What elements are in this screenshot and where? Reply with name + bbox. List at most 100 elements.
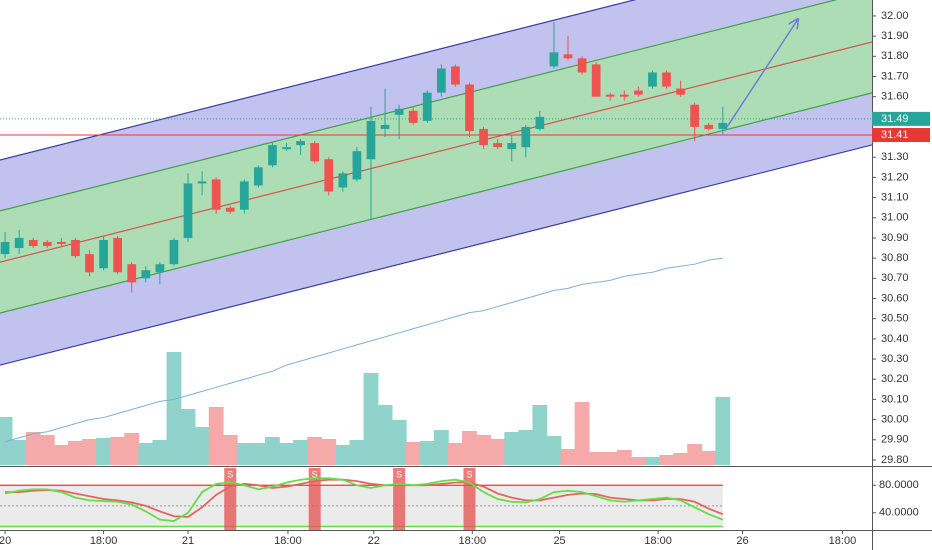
- channel-line: [0, 144, 872, 366]
- volume-bar: [53, 445, 69, 465]
- candle-body: [282, 147, 291, 150]
- stoch-tick-label: 40.0000: [879, 507, 919, 519]
- volume-bar: [208, 407, 224, 465]
- candle-body: [479, 128, 488, 146]
- y-tick-label: 30.30: [881, 353, 909, 365]
- volume-bar: [194, 427, 210, 465]
- volume-bar: [152, 440, 168, 465]
- candle-body: [648, 72, 657, 87]
- price-pane: [0, 0, 872, 465]
- volume-bar: [448, 443, 463, 465]
- stoch-d: [5, 478, 724, 518]
- candle-body: [718, 122, 728, 129]
- candle-body: [324, 159, 334, 192]
- volume-bar: [96, 438, 111, 465]
- candle-body: [225, 207, 235, 212]
- volume-bar: [11, 440, 27, 465]
- volume-bar: [419, 441, 435, 465]
- x-tick-label: 18:00: [90, 535, 118, 547]
- y-tick-label: 31.10: [881, 191, 909, 203]
- volume-bar: [433, 430, 449, 465]
- volume-bar: [462, 431, 477, 465]
- volume-bar: [560, 449, 576, 465]
- candle-body: [296, 141, 305, 146]
- candle-body: [704, 124, 714, 129]
- signal-label: S: [227, 469, 233, 479]
- volume-bar: [110, 437, 126, 465]
- candle-body: [577, 58, 587, 73]
- y-tick-label: 30.50: [881, 313, 909, 325]
- volume-bar: [588, 452, 604, 465]
- x-tick-label: 18:00: [274, 535, 302, 547]
- y-tick-label: 30.00: [881, 413, 909, 425]
- candle-body: [507, 143, 517, 150]
- candle-body: [535, 116, 545, 129]
- channel-line: [0, 0, 838, 212]
- volume-bar: [546, 436, 562, 465]
- signal-label: S: [396, 469, 402, 479]
- volume-bar: [82, 439, 97, 465]
- candle-body: [422, 92, 432, 121]
- volume-bar: [250, 443, 266, 465]
- y-tick-label: 30.90: [881, 232, 909, 244]
- candle-body: [141, 270, 151, 279]
- candle-body: [211, 179, 221, 210]
- candle-body: [310, 143, 320, 162]
- x-tick-label: 18:00: [459, 535, 487, 547]
- volume-bar: [630, 457, 646, 465]
- volume-bar: [180, 409, 196, 465]
- candle-body: [56, 241, 66, 245]
- volume-bar: [349, 440, 365, 465]
- y-tick-label: 29.80: [881, 454, 909, 466]
- candle-body: [352, 151, 362, 180]
- candle-body: [619, 94, 629, 97]
- volume-bar: [504, 432, 520, 465]
- candle-body: [549, 52, 559, 67]
- y-tick-label: 31.80: [881, 50, 909, 62]
- volume-bar: [532, 405, 548, 465]
- y-tick-label: 30.40: [881, 333, 909, 345]
- volume-bar: [222, 435, 238, 465]
- candle-body: [380, 124, 390, 129]
- stoch-tick-label: 80.0000: [879, 479, 919, 491]
- candle-body: [169, 239, 179, 265]
- volume-bar: [405, 442, 421, 465]
- y-tick-label: 31.30: [881, 151, 909, 163]
- candle-body: [408, 110, 418, 123]
- x-tick-label: 18:00: [644, 535, 672, 547]
- candle-body: [634, 90, 643, 95]
- volume-bar: [659, 455, 674, 465]
- y-tick-label: 31.20: [881, 171, 909, 183]
- volume-bar: [687, 444, 703, 465]
- x-tick-label: 22: [368, 535, 380, 547]
- volume-bar: [645, 457, 660, 465]
- volume-bar: [574, 402, 590, 465]
- candle-body: [85, 254, 94, 273]
- volume-bar: [307, 437, 323, 465]
- price-label-box: [872, 128, 930, 143]
- candle-body: [155, 264, 165, 273]
- y-tick-label: 30.20: [881, 373, 909, 385]
- candle-body: [605, 94, 615, 97]
- y-tick-label: 30.70: [881, 272, 909, 284]
- y-tick-label: 31.70: [881, 70, 909, 82]
- price-label: 31.41: [881, 129, 909, 141]
- candle-body: [239, 181, 249, 210]
- channel-line: [0, 0, 637, 161]
- candle-body: [99, 239, 108, 269]
- volume-bar: [715, 397, 731, 465]
- candle-body: [563, 54, 573, 59]
- volume-bar: [673, 453, 689, 465]
- channel-line: [0, 41, 872, 263]
- candle-body: [28, 239, 38, 247]
- price-label: 31.49: [881, 113, 909, 125]
- volume-bar: [138, 443, 154, 465]
- volume-bar: [68, 441, 83, 465]
- candle-body: [338, 173, 348, 188]
- candle-body: [493, 143, 503, 148]
- volume-bar: [518, 430, 534, 465]
- candle-body: [436, 68, 446, 93]
- volume-bar: [25, 432, 41, 465]
- volume-bar: [279, 443, 294, 465]
